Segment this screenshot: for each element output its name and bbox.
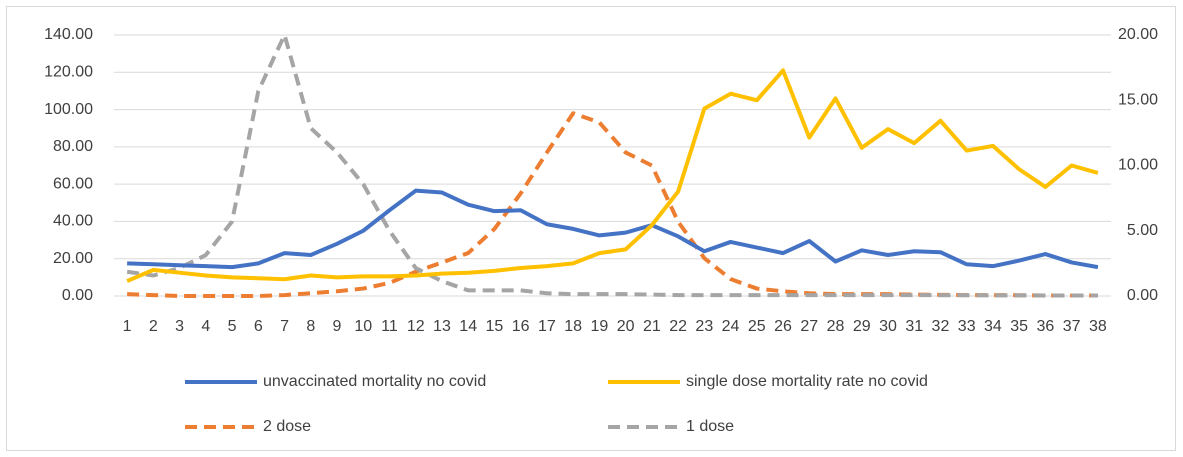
y2-tick-label: 5.00 (1127, 222, 1158, 239)
y-tick-label: 0.00 (62, 287, 93, 304)
x-tick-label: 29 (853, 318, 871, 335)
x-tick-label: 19 (590, 318, 608, 335)
y-tick-label: 120.00 (44, 64, 93, 81)
x-tick-label: 1 (123, 318, 132, 335)
legend-label: 2 dose (263, 418, 311, 435)
legend-label: 1 dose (686, 418, 734, 435)
y2-tick-label: 15.00 (1118, 91, 1158, 108)
x-tick-label: 35 (1010, 318, 1028, 335)
x-tick-label: 7 (280, 318, 289, 335)
x-tick-label: 4 (201, 318, 210, 335)
y-tick-label: 140.00 (44, 26, 93, 43)
x-tick-label: 20 (617, 318, 635, 335)
x-tick-label: 24 (722, 318, 740, 335)
x-tick-label: 26 (774, 318, 792, 335)
x-tick-label: 8 (306, 318, 315, 335)
x-tick-label: 36 (1037, 318, 1055, 335)
x-tick-label: 21 (643, 318, 661, 335)
x-tick-label: 12 (407, 318, 425, 335)
x-tick-label: 32 (932, 318, 950, 335)
x-tick-label: 16 (512, 318, 530, 335)
x-tick-label: 27 (800, 318, 818, 335)
x-tick-label: 31 (905, 318, 923, 335)
x-tick-label: 3 (175, 318, 184, 335)
y-tick-label: 80.00 (53, 138, 93, 155)
legend-label: single dose mortality rate no covid (686, 373, 928, 390)
x-tick-label: 5 (228, 318, 237, 335)
x-tick-label: 25 (748, 318, 766, 335)
y-tick-label: 40.00 (53, 213, 93, 230)
legend-label: unvaccinated mortality no covid (263, 373, 486, 390)
x-tick-label: 33 (958, 318, 976, 335)
series-line (127, 111, 1098, 298)
chart-border (6, 6, 1176, 451)
x-tick-label: 9 (333, 318, 342, 335)
x-tick-label: 38 (1089, 318, 1107, 335)
x-tick-label: 22 (669, 318, 687, 335)
x-tick-label: 13 (433, 318, 451, 335)
x-tick-label: 18 (564, 318, 582, 335)
x-tick-label: 6 (254, 318, 263, 335)
y2-tick-label: 20.00 (1118, 26, 1158, 43)
series-line (126, 68, 1099, 283)
y2-tick-label: 0.00 (1127, 287, 1158, 304)
series-line (127, 188, 1099, 270)
x-tick-label: 23 (695, 318, 713, 335)
x-tick-label: 11 (381, 318, 398, 335)
x-tick-label: 34 (984, 318, 1002, 335)
y-tick-label: 100.00 (44, 101, 93, 118)
x-tick-label: 15 (486, 318, 504, 335)
x-tick-label: 28 (827, 318, 845, 335)
y-tick-label: 20.00 (53, 250, 93, 267)
x-tick-label: 10 (354, 318, 372, 335)
x-tick-label: 2 (149, 318, 158, 335)
x-tick-label: 14 (459, 318, 477, 335)
x-tick-label: 17 (538, 318, 556, 335)
x-tick-label: 37 (1063, 318, 1081, 335)
y-tick-label: 60.00 (53, 175, 93, 192)
x-tick-label: 30 (879, 318, 897, 335)
y2-tick-label: 10.00 (1118, 157, 1158, 174)
